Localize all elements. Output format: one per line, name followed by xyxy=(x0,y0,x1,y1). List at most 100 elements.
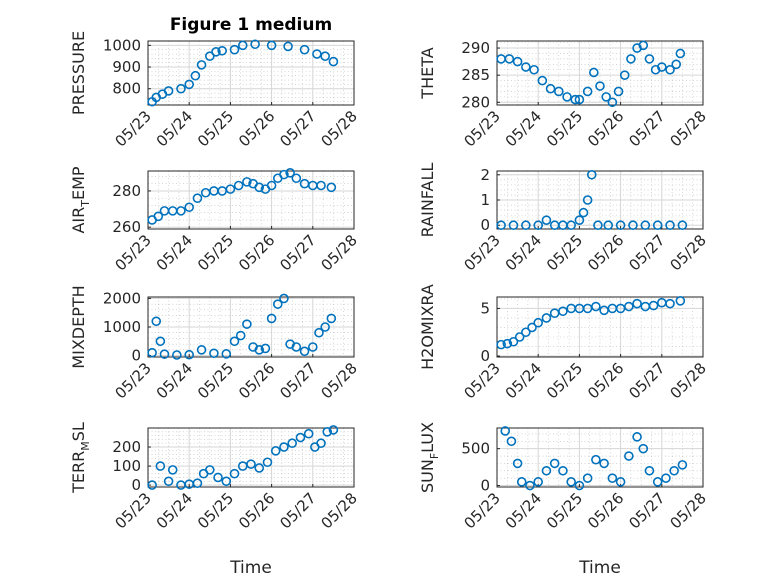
data-point xyxy=(283,41,293,52)
data-point xyxy=(279,293,289,304)
x-tick-label: 05/27 xyxy=(276,489,319,532)
data-point xyxy=(254,463,265,473)
data-point xyxy=(326,313,337,324)
data-point xyxy=(640,301,651,312)
data-point xyxy=(626,54,636,64)
data-point xyxy=(225,184,236,194)
minor-grid xyxy=(148,428,354,487)
data-point xyxy=(229,44,240,55)
data-point xyxy=(328,425,339,435)
data-point xyxy=(233,180,244,191)
data-point xyxy=(291,173,302,184)
x-tick-label: 05/28 xyxy=(667,489,710,532)
data-point xyxy=(619,70,630,80)
x-tick-label: 05/27 xyxy=(625,107,668,150)
data-point xyxy=(213,472,223,483)
data-point xyxy=(537,75,548,86)
x-tick-label: 05/24 xyxy=(153,359,196,402)
data-point xyxy=(500,426,511,436)
x-tick-label: 05/25 xyxy=(543,359,586,402)
data-point xyxy=(512,458,523,469)
data-point xyxy=(656,62,667,72)
x-tick-label: 05/27 xyxy=(625,359,668,402)
data-point xyxy=(254,182,265,193)
axes-box xyxy=(147,296,355,358)
x-tick-label: 05/23 xyxy=(461,107,504,150)
data-point xyxy=(196,345,207,355)
x-tick-label: 05/28 xyxy=(667,107,710,150)
x-tick-label: 05/27 xyxy=(276,107,319,150)
data-point xyxy=(155,461,166,471)
data-point xyxy=(661,473,671,483)
axes-box xyxy=(147,427,355,488)
data-point xyxy=(570,94,581,105)
data-point xyxy=(613,86,624,97)
data-point xyxy=(665,220,675,231)
data-point xyxy=(578,207,589,218)
data-point xyxy=(192,193,203,203)
y-tick-label: 0 xyxy=(480,347,490,365)
major-grid xyxy=(147,297,355,357)
x-tick-label: 05/27 xyxy=(625,231,668,274)
x-tick-label: 05/24 xyxy=(502,107,545,150)
data-point xyxy=(295,432,306,443)
data-point xyxy=(582,86,593,97)
x-tick-label: 05/23 xyxy=(112,359,155,402)
data-point xyxy=(591,454,601,465)
x-tick-label: 05/23 xyxy=(112,231,155,274)
data-point xyxy=(246,459,256,469)
minor-grid xyxy=(148,41,354,105)
data-point xyxy=(303,428,314,439)
data-point xyxy=(648,300,659,311)
data-point xyxy=(607,97,618,108)
y-axis-label: SUNFLUX xyxy=(418,422,441,493)
data-point xyxy=(671,59,682,70)
data-point xyxy=(508,220,519,231)
x-tick-label: 05/28 xyxy=(318,359,361,402)
x-tick-label: 05/25 xyxy=(194,359,237,402)
axes-box xyxy=(496,427,704,488)
data-point xyxy=(266,313,277,324)
y-axis-label: RAINFALL xyxy=(418,163,437,238)
x-tick-label: 05/28 xyxy=(318,231,361,274)
x-tick-label: 05/27 xyxy=(276,359,319,402)
x-tick-label: 05/27 xyxy=(625,489,668,532)
data-point xyxy=(644,54,655,64)
data-point xyxy=(242,319,252,329)
data-point xyxy=(632,298,642,309)
data-point xyxy=(574,215,585,225)
y-tick-label: 1000 xyxy=(103,36,141,54)
data-point xyxy=(153,211,164,222)
data-point xyxy=(322,427,333,437)
data-point xyxy=(192,478,203,488)
y-tick-label: 0 xyxy=(131,347,141,365)
data-point xyxy=(287,438,298,449)
y-tick-label: 280 xyxy=(112,182,141,200)
data-point xyxy=(644,465,655,476)
data-point xyxy=(589,67,599,78)
x-axis-label: Time xyxy=(229,558,272,578)
data-point xyxy=(638,40,649,51)
data-point xyxy=(279,442,289,452)
data-point xyxy=(262,457,273,468)
data-point xyxy=(586,169,597,180)
x-tick-label: 05/25 xyxy=(194,489,237,532)
data-point xyxy=(541,465,552,476)
data-point xyxy=(665,64,675,75)
data-point xyxy=(640,220,651,231)
data-point xyxy=(326,182,337,193)
data-point xyxy=(566,220,576,231)
data-point xyxy=(665,298,675,309)
data-point xyxy=(638,443,649,454)
data-point xyxy=(591,301,601,312)
axes-box xyxy=(496,296,704,358)
x-tick-label: 05/24 xyxy=(502,359,545,402)
data-point xyxy=(279,169,289,180)
data-point xyxy=(172,350,182,360)
data-point xyxy=(558,306,568,317)
y-axis-label: H2OMIXRA xyxy=(418,284,437,370)
data-point xyxy=(163,86,174,96)
